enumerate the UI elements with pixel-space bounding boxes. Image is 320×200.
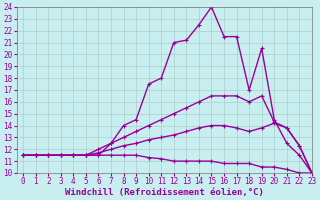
X-axis label: Windchill (Refroidissement éolien,°C): Windchill (Refroidissement éolien,°C) xyxy=(65,188,264,197)
